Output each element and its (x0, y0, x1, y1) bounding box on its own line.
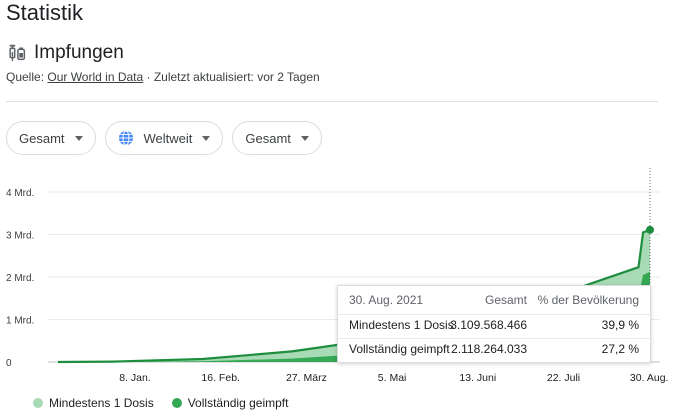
tooltip-row-total: 3.109.568.466 (450, 318, 527, 332)
tooltip-row: Vollständig geimpft 2.118.264.033 27,2 % (338, 338, 650, 360)
tooltip-divider (338, 338, 650, 339)
tooltip-row-label: Vollständig geimpft (349, 342, 450, 356)
chevron-down-icon (202, 135, 211, 141)
region-dropdown-label: Weltweit (143, 130, 193, 146)
chevron-down-icon (300, 135, 309, 141)
metric-dropdown-label: Gesamt (19, 130, 65, 146)
x-tick-label: 16. Feb. (201, 372, 240, 384)
source-prefix: Quelle: (6, 70, 48, 84)
y-tick-label: 4 Mrd. (6, 188, 34, 199)
globe-icon (118, 130, 133, 146)
chart-legend: Mindestens 1 Dosis Vollständig geimpft (33, 396, 288, 410)
scope-dropdown[interactable]: Gesamt (232, 121, 322, 155)
vaccination-section-header: Impfungen (6, 42, 124, 64)
tooltip-row-percent: 27,2 % (601, 342, 639, 356)
page-title: Statistik (6, 0, 84, 25)
tooltip-col-total: Gesamt (484, 293, 527, 307)
chevron-down-icon (74, 135, 83, 141)
legend-swatch (33, 398, 43, 408)
x-tick-label: 27. März (286, 372, 327, 384)
legend-label: Mindestens 1 Dosis (49, 396, 154, 410)
tooltip-divider (338, 314, 650, 315)
tooltip-col-percent: % der Bevölkerung (537, 293, 639, 307)
hover-point (646, 225, 654, 234)
x-tick-label: 8. Jan. (119, 372, 151, 384)
y-tick-label: 1 Mrd. (6, 316, 34, 327)
source-line: Quelle: Our World in Data · Zuletzt aktu… (6, 70, 320, 84)
tooltip-row-label: Mindestens 1 Dosis (349, 318, 454, 332)
y-tick-label: 3 Mrd. (6, 231, 34, 242)
source-updated: · Zuletzt aktualisiert: vor 2 Tagen (143, 70, 320, 84)
chart-tooltip: 30. Aug. 2021 Gesamt % der Bevölkerung M… (337, 285, 651, 363)
divider (6, 101, 658, 102)
legend-item-first-dose[interactable]: Mindestens 1 Dosis (33, 396, 154, 410)
filter-chips: Gesamt Weltweit Gesamt (6, 121, 322, 155)
legend-item-fully-vaccinated[interactable]: Vollständig geimpft (171, 396, 289, 410)
tooltip-row-total: 2.118.264.033 (451, 342, 527, 356)
y-tick-label: 0 (6, 358, 12, 369)
x-tick-label: 22. Juli (547, 372, 580, 384)
legend-label: Vollständig geimpft (187, 396, 289, 410)
syringe-icon (9, 44, 26, 62)
x-tick-label: 30. Aug. (630, 372, 669, 384)
x-tick-label: 13. Juni (459, 372, 496, 384)
section-title: Impfungen (34, 42, 124, 63)
region-dropdown[interactable]: Weltweit (104, 121, 224, 155)
scope-dropdown-label: Gesamt (245, 130, 291, 146)
metric-dropdown[interactable]: Gesamt (6, 121, 96, 155)
source-link[interactable]: Our World in Data (47, 70, 144, 84)
y-tick-label: 2 Mrd. (6, 273, 34, 284)
legend-swatch (171, 398, 182, 408)
tooltip-row: Mindestens 1 Dosis 3.109.568.466 39,9 % (338, 314, 650, 336)
tooltip-date: 30. Aug. 2021 (349, 293, 424, 307)
tooltip-header: 30. Aug. 2021 Gesamt % der Bevölkerung (338, 289, 650, 311)
tooltip-row-percent: 39,9 % (601, 318, 639, 332)
x-tick-label: 5. Mai (378, 372, 407, 384)
